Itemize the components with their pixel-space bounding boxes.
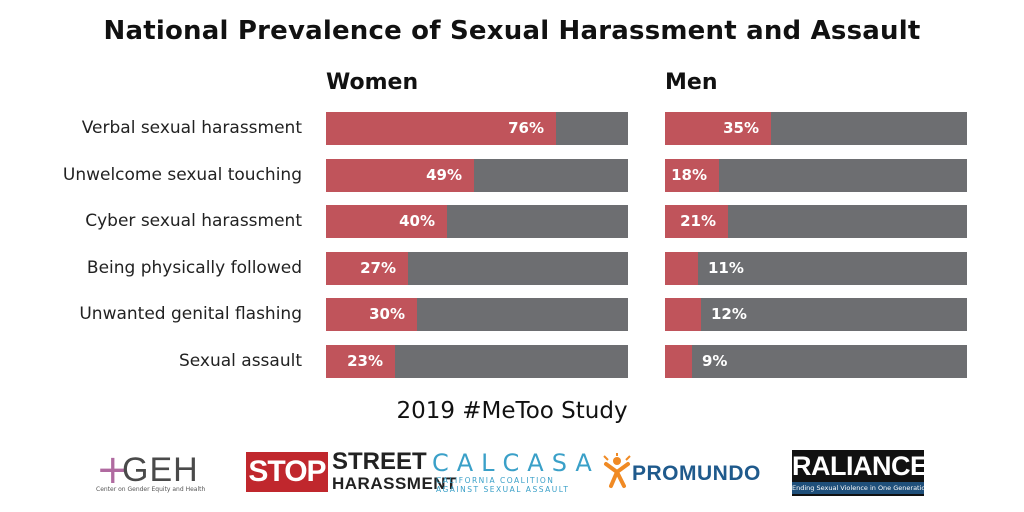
category-label: Verbal sexual harassment — [81, 118, 302, 138]
women-bar-track: 40% — [326, 205, 628, 239]
women-bar — [326, 158, 474, 192]
data-label: 40% — [399, 212, 435, 231]
data-label: 11% — [708, 258, 744, 277]
women-bar — [326, 205, 447, 239]
men-bar — [665, 251, 698, 285]
panel-title-men: Men — [665, 70, 718, 95]
study-caption: 2019 #MeToo Study — [396, 398, 628, 424]
data-label: 18% — [671, 165, 707, 184]
women-bar-track: 30% — [326, 298, 628, 332]
women-bar — [326, 251, 408, 285]
data-label: 35% — [723, 119, 759, 137]
geh-logo: + GEH Center on Gender Equity and Health — [96, 447, 206, 493]
stop-street-harassment-logo: STOP STREET HARASSMENT — [246, 448, 456, 498]
men-bar — [665, 112, 771, 145]
men-bar — [665, 205, 728, 239]
women-bar — [326, 345, 395, 378]
data-label: 9% — [702, 352, 728, 370]
data-label: 27% — [360, 258, 396, 277]
data-label: 21% — [680, 212, 716, 231]
data-label: 30% — [369, 305, 405, 324]
data-label: 76% — [508, 119, 544, 137]
data-label: 49% — [426, 165, 462, 184]
men-bar — [665, 158, 719, 192]
men-bar-track: 18% — [665, 158, 967, 192]
men-bar — [665, 345, 692, 378]
category-label: Cyber sexual harassment — [85, 211, 302, 232]
women-bar-track: 23% — [326, 345, 628, 378]
raliance-logo: RALIANCE Ending Sexual Violence in One G… — [792, 448, 930, 498]
women-bar-track: 49% — [326, 158, 628, 192]
men-bar-track: 11% — [665, 251, 967, 285]
category-label: Unwanted genital flashing — [79, 304, 302, 325]
women-bar-track: 76% — [326, 112, 628, 145]
category-label: Sexual assault — [178, 351, 302, 371]
promundo-figure-icon — [603, 453, 631, 488]
data-label: 23% — [347, 352, 383, 370]
calcasa-logo: CALCASA CALIFORNIA COALITION AGAINST SEXU… — [432, 449, 600, 494]
men-bar — [665, 298, 701, 332]
category-label: Being physically followed — [86, 257, 302, 278]
data-label: 12% — [711, 305, 747, 324]
category-label: Unwelcome sexual touching — [62, 164, 302, 185]
men-bar-track: 9% — [665, 345, 967, 378]
men-bar-track: 21% — [665, 205, 967, 239]
men-bar-track: 35% — [665, 112, 967, 145]
men-bar-track: 12% — [665, 298, 967, 332]
women-bar — [326, 298, 417, 332]
panel-title-women: Women — [326, 70, 419, 95]
women-bar — [326, 112, 556, 145]
women-bar-track: 27% — [326, 251, 628, 285]
promundo-logo: PROMUNDO — [600, 448, 775, 498]
chart-title: National Prevalence of Sexual Harassment… — [103, 16, 921, 46]
